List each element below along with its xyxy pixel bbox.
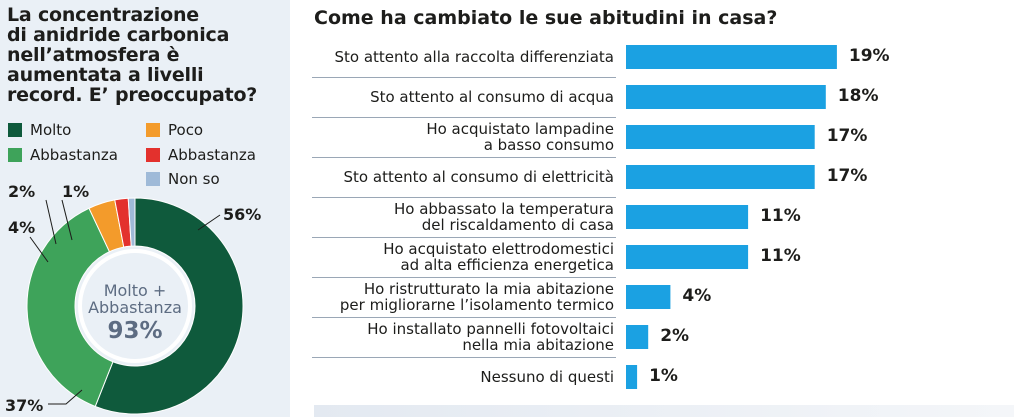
left-panel: La concentrazione di anidride carbonica … xyxy=(0,0,290,417)
bar-category-label: Ho acquistato lampadine a basso consumo xyxy=(426,120,614,154)
row-separator xyxy=(312,357,616,358)
bar-category-label: Sto attento al consumo di acqua xyxy=(370,88,614,106)
bar xyxy=(626,205,749,229)
legend-swatch xyxy=(146,123,160,137)
row-separator xyxy=(312,77,616,78)
row-separator xyxy=(312,117,616,118)
pie-leader-line xyxy=(197,214,221,231)
pie-label-poco: 4% xyxy=(8,218,36,237)
bar-category-label: Sto attento al consumo di elettricità xyxy=(343,168,614,186)
bar xyxy=(626,285,671,309)
donut-slice xyxy=(94,197,244,415)
legend-item-abbastanza-green: Abbastanza xyxy=(8,144,118,166)
legend-label: Non so xyxy=(168,170,220,188)
bar xyxy=(626,85,826,109)
bar-value-label: 11% xyxy=(760,246,801,266)
legend-swatch xyxy=(146,148,160,162)
pie-leader-line xyxy=(45,199,57,245)
row-separator xyxy=(312,197,616,198)
legend-swatch xyxy=(146,172,160,186)
bar-value-label: 11% xyxy=(760,206,801,226)
legend-label: Poco xyxy=(168,121,204,139)
bar-value-label: 19% xyxy=(848,46,890,66)
bottom-fade-strip xyxy=(314,405,1014,417)
row-separator xyxy=(312,317,616,318)
pie-label-abbastanza-red: 2% xyxy=(8,182,36,201)
bar-category-label: Sto attento alla raccolta differenziata xyxy=(334,48,614,66)
pie-label-abbastanza: 37% xyxy=(5,396,44,415)
right-panel: Come ha cambiato le sue abitudini in cas… xyxy=(290,0,1024,417)
legend-swatch xyxy=(8,123,22,137)
donut-center-line2: Abbastanza xyxy=(88,298,182,317)
legend-label: Abbastanza xyxy=(168,146,256,164)
bar-category-label: Ho abbassato la temperatura del riscalda… xyxy=(393,200,614,234)
bar-value-label: 2% xyxy=(660,326,690,346)
donut-center-value: 93% xyxy=(107,318,163,344)
donut-center-line1: Molto + xyxy=(103,281,167,300)
pie-question-title: La concentrazione di anidride carbonica … xyxy=(7,4,258,106)
legend-swatch xyxy=(8,148,22,162)
bar-category-label: Ho installato pannelli fotovoltaici nell… xyxy=(367,320,614,354)
bar-value-label: 1% xyxy=(649,366,678,386)
row-separator xyxy=(312,157,616,158)
legend-item-molto: Molto xyxy=(8,119,71,141)
bar xyxy=(626,365,638,389)
bar-category-label: Ho ristrutturato la mia abitazione per m… xyxy=(339,280,614,314)
pie-label-non-so: 1% xyxy=(62,182,90,201)
bar-value-label: 17% xyxy=(826,166,868,186)
bar-chart xyxy=(626,45,837,389)
pie-label-molto: 56% xyxy=(223,205,262,224)
bar-chart-title: Come ha cambiato le sue abitudini in cas… xyxy=(314,7,778,29)
legend-item-abbastanza-red: Abbastanza xyxy=(146,144,256,166)
row-separator xyxy=(312,277,616,278)
pie-leader-line xyxy=(48,389,83,405)
bar-category-label: Nessuno di questi xyxy=(480,368,614,386)
bar-category-label: Ho acquistato elettrodomestici ad alta e… xyxy=(383,240,614,274)
bar xyxy=(626,325,649,349)
bar xyxy=(626,125,815,149)
donut-slice xyxy=(26,207,114,408)
legend-label: Abbastanza xyxy=(30,146,118,164)
legend-item-poco: Poco xyxy=(146,119,203,141)
donut-inner-ring xyxy=(78,249,192,363)
legend-label: Molto xyxy=(30,121,72,139)
bar-value-label: 17% xyxy=(826,126,868,146)
bar xyxy=(626,45,837,69)
donut-hole xyxy=(76,247,194,365)
bar xyxy=(626,245,749,269)
bar-value-label: 18% xyxy=(837,86,879,106)
bar xyxy=(626,165,815,189)
donut-chart xyxy=(26,197,244,415)
legend-item-non-so: Non so xyxy=(146,168,220,190)
pie-leader-line xyxy=(29,236,49,263)
donut-slice xyxy=(127,197,136,247)
row-separator xyxy=(312,237,616,238)
pie-leader-line xyxy=(61,199,73,241)
bar-value-label: 4% xyxy=(682,286,712,306)
